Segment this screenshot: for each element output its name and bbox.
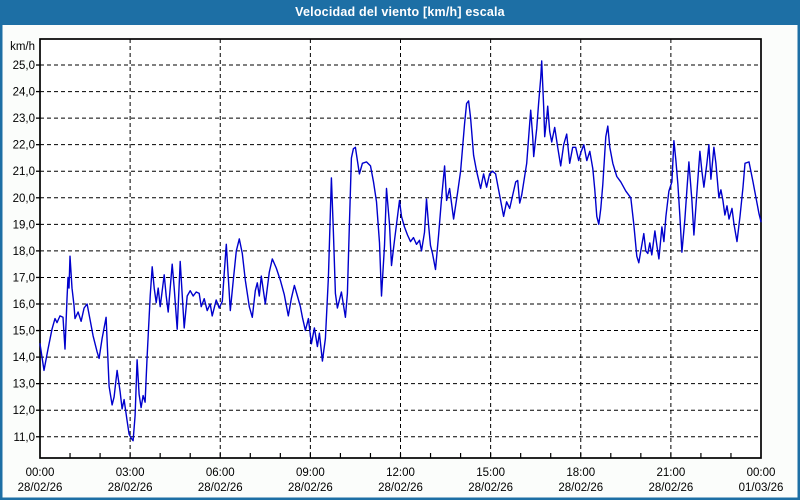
x-tick-time-label: 15:00 (476, 467, 505, 479)
x-tick-date-label: 28/02/26 (18, 482, 63, 494)
y-tick-label: 14,0 (13, 352, 35, 364)
x-tick-time-label: 09:00 (296, 467, 325, 479)
x-tick-date-label: 28/02/26 (378, 482, 423, 494)
plot-frame (39, 38, 762, 459)
y-tick-label: 17,0 (13, 272, 35, 284)
x-tick-date-label: 28/02/26 (198, 482, 243, 494)
x-tick-time-label: 21:00 (656, 467, 685, 479)
x-tick-time-label: 00:00 (26, 467, 55, 479)
y-tick-label: 20,0 (13, 193, 35, 205)
x-tick-time-label: 00:00 (747, 467, 776, 479)
y-tick-label: 23,0 (13, 113, 35, 125)
x-tick-date-label: 28/02/26 (648, 482, 693, 494)
x-tick-date-label: 28/02/26 (288, 482, 333, 494)
y-tick-label: 21,0 (13, 166, 35, 178)
y-tick-label: 24,0 (13, 87, 35, 99)
x-tick-date-label: 28/02/26 (468, 482, 513, 494)
x-tick-date-label: 28/02/26 (558, 482, 603, 494)
y-tick-label: 18,0 (13, 246, 35, 258)
x-tick-date-label: 01/03/26 (739, 482, 784, 494)
wind-speed-line (39, 60, 762, 442)
x-tick-time-label: 12:00 (386, 467, 415, 479)
y-tick-label: 12,0 (13, 405, 35, 417)
y-tick-label: 11,0 (13, 432, 35, 444)
y-tick-label: 15,0 (13, 326, 35, 338)
window-title: Velocidad del viento [km/h] escala (0, 0, 800, 25)
y-tick-label: 22,0 (13, 140, 35, 152)
x-tick-date-label: 28/02/26 (108, 482, 153, 494)
x-tick-time-label: 06:00 (206, 467, 235, 479)
y-axis-unit-label: km/h (10, 41, 35, 53)
y-tick-label: 16,0 (13, 299, 35, 311)
x-tick-time-label: 03:00 (116, 467, 145, 479)
x-tick-time-label: 18:00 (566, 467, 595, 479)
y-tick-label: 13,0 (13, 379, 35, 391)
y-tick-label: 25,0 (13, 60, 35, 72)
y-tick-label: 19,0 (13, 219, 35, 231)
